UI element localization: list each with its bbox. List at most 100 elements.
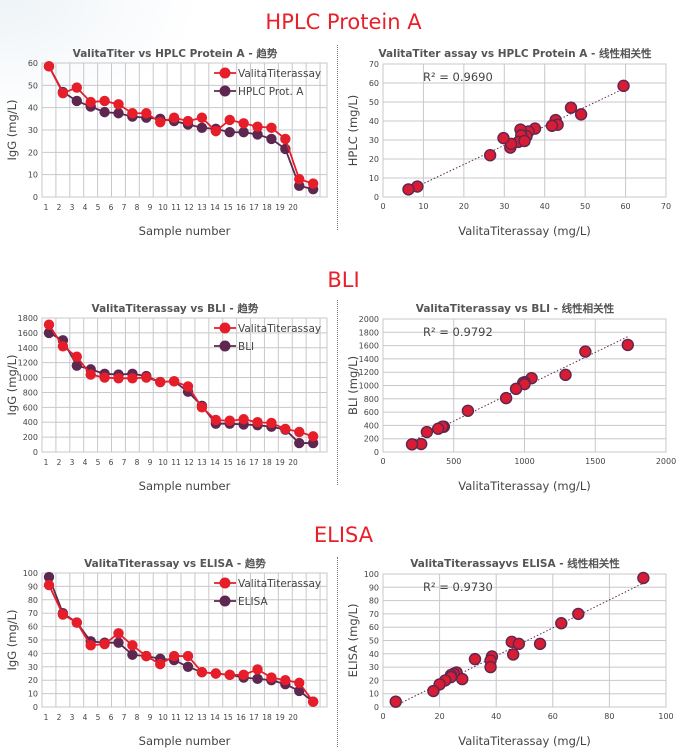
data-point <box>402 183 415 196</box>
x-tick-label: 6 <box>109 203 114 212</box>
section-title-elisa: ELISA <box>313 523 374 547</box>
data-point-valita <box>224 415 235 426</box>
data-point-reference <box>113 637 124 648</box>
r-squared-annotation: R² = 0.9792 <box>423 325 493 339</box>
x-tick-label: 60 <box>548 712 558 721</box>
y-axis-label: IgG (mg/L) <box>5 99 19 160</box>
x-tick-label: 5 <box>96 203 101 212</box>
y-tick-label: 600 <box>364 408 379 417</box>
x-tick-label: 7 <box>122 203 127 212</box>
y-tick-label: 40 <box>28 649 38 658</box>
y-tick-label: 1400 <box>18 344 38 353</box>
legend-marker <box>219 322 231 334</box>
elisa-trend-chart: ValitaTiterassay vs ELISA - 趋势 Sample num… <box>5 557 328 748</box>
data-point <box>509 382 523 396</box>
legend-marker <box>219 67 231 79</box>
data-point-valita <box>141 372 152 383</box>
data-point-valita <box>294 426 305 438</box>
x-tick-label: 19 <box>275 458 285 467</box>
data-point-valita <box>294 677 305 689</box>
data-point-valita <box>113 99 124 110</box>
legend-marker <box>219 340 231 352</box>
x-tick-label: 16 <box>236 713 246 722</box>
data-point-valita <box>266 122 277 133</box>
data-point <box>427 684 440 698</box>
y-tick-label: 200 <box>364 435 379 444</box>
data-point-valita <box>307 696 319 707</box>
data-point-valita <box>113 628 124 639</box>
data-point-valita <box>280 675 291 686</box>
data-point-valita <box>43 61 55 72</box>
y-tick-label: 0 <box>374 703 379 712</box>
data-point-valita <box>182 381 194 392</box>
bli-correlation-chart: ValitaTiterassay vs BLI - 线性相关性 ValitaTit… <box>346 302 676 493</box>
legend-marker <box>219 595 231 607</box>
y-tick-label: 30 <box>28 126 38 135</box>
y-tick-label: 60 <box>369 79 379 88</box>
data-point-valita <box>71 82 83 93</box>
x-tick-label: 0 <box>380 457 385 466</box>
data-point-valita <box>210 668 222 679</box>
x-tick-label: 20 <box>288 203 298 212</box>
x-tick-label: 15 <box>223 458 233 467</box>
section-title-bli: BLI <box>327 268 360 292</box>
data-point-valita <box>238 118 249 129</box>
x-tick-label: 0 <box>380 712 385 721</box>
x-axis-label: Sample number <box>139 734 231 748</box>
x-tick-label: 9 <box>148 203 153 212</box>
bli-trend-chart: ValitaTiterassay vs BLI - 趋势 Sample numbe… <box>5 302 328 493</box>
divider <box>337 45 338 230</box>
data-point-valita <box>155 116 166 128</box>
y-tick-label: 60 <box>369 623 379 632</box>
x-axis-label: ValitaTiterassay (mg/L) <box>458 734 590 748</box>
data-point-valita <box>196 402 208 413</box>
x-tick-label: 20 <box>288 458 298 467</box>
y-tick-label: 0 <box>33 703 38 712</box>
data-point-valita <box>280 423 291 435</box>
data-point-valita <box>307 431 319 442</box>
x-axis-label: Sample number <box>139 479 231 493</box>
x-tick-label: 18 <box>262 713 272 722</box>
data-point-valita <box>224 669 235 681</box>
y-tick-label: 400 <box>364 421 379 430</box>
r-squared-annotation: R² = 0.9690 <box>423 70 493 84</box>
x-tick-label: 80 <box>604 712 614 721</box>
x-tick-label: 100 <box>658 712 673 721</box>
data-point <box>621 338 634 352</box>
y-tick-label: 90 <box>369 583 379 592</box>
data-point <box>574 108 588 121</box>
divider <box>337 300 338 485</box>
data-point <box>637 571 650 585</box>
y-tick-label: 1200 <box>18 359 38 368</box>
data-point-reference <box>196 122 208 133</box>
y-tick-label: 0 <box>374 193 379 202</box>
data-point <box>572 607 585 621</box>
x-tick-label: 4 <box>83 713 88 722</box>
y-tick-label: 50 <box>369 98 379 107</box>
data-point-valita <box>141 108 152 119</box>
x-tick-label: 7 <box>122 713 127 722</box>
x-tick-label: 8 <box>135 713 140 722</box>
x-tick-label: 12 <box>184 458 194 467</box>
data-point-valita <box>155 658 166 670</box>
data-point-valita <box>127 373 138 384</box>
y-tick-label: 90 <box>28 582 38 591</box>
divider <box>337 557 338 747</box>
y-tick-label: 50 <box>369 637 379 646</box>
data-point-reference <box>238 127 249 138</box>
data-point-valita <box>85 96 96 108</box>
y-tick-label: 10 <box>28 690 38 699</box>
x-tick-label: 13 <box>197 458 207 467</box>
y-tick-label: 800 <box>23 388 38 397</box>
chart-title: ValitaTiterassay vs BLI - 趋势 <box>92 302 259 315</box>
data-point <box>564 101 578 114</box>
trendline <box>408 88 624 192</box>
x-tick-label: 17 <box>249 203 259 212</box>
data-point-valita <box>196 666 208 678</box>
x-tick-label: 1500 <box>585 457 605 466</box>
x-tick-label: 8 <box>135 203 140 212</box>
y-axis-label: HPLC (mg/L) <box>346 95 360 166</box>
y-tick-label: 70 <box>369 60 379 69</box>
x-tick-label: 0 <box>380 202 385 211</box>
data-point-valita <box>168 376 180 387</box>
